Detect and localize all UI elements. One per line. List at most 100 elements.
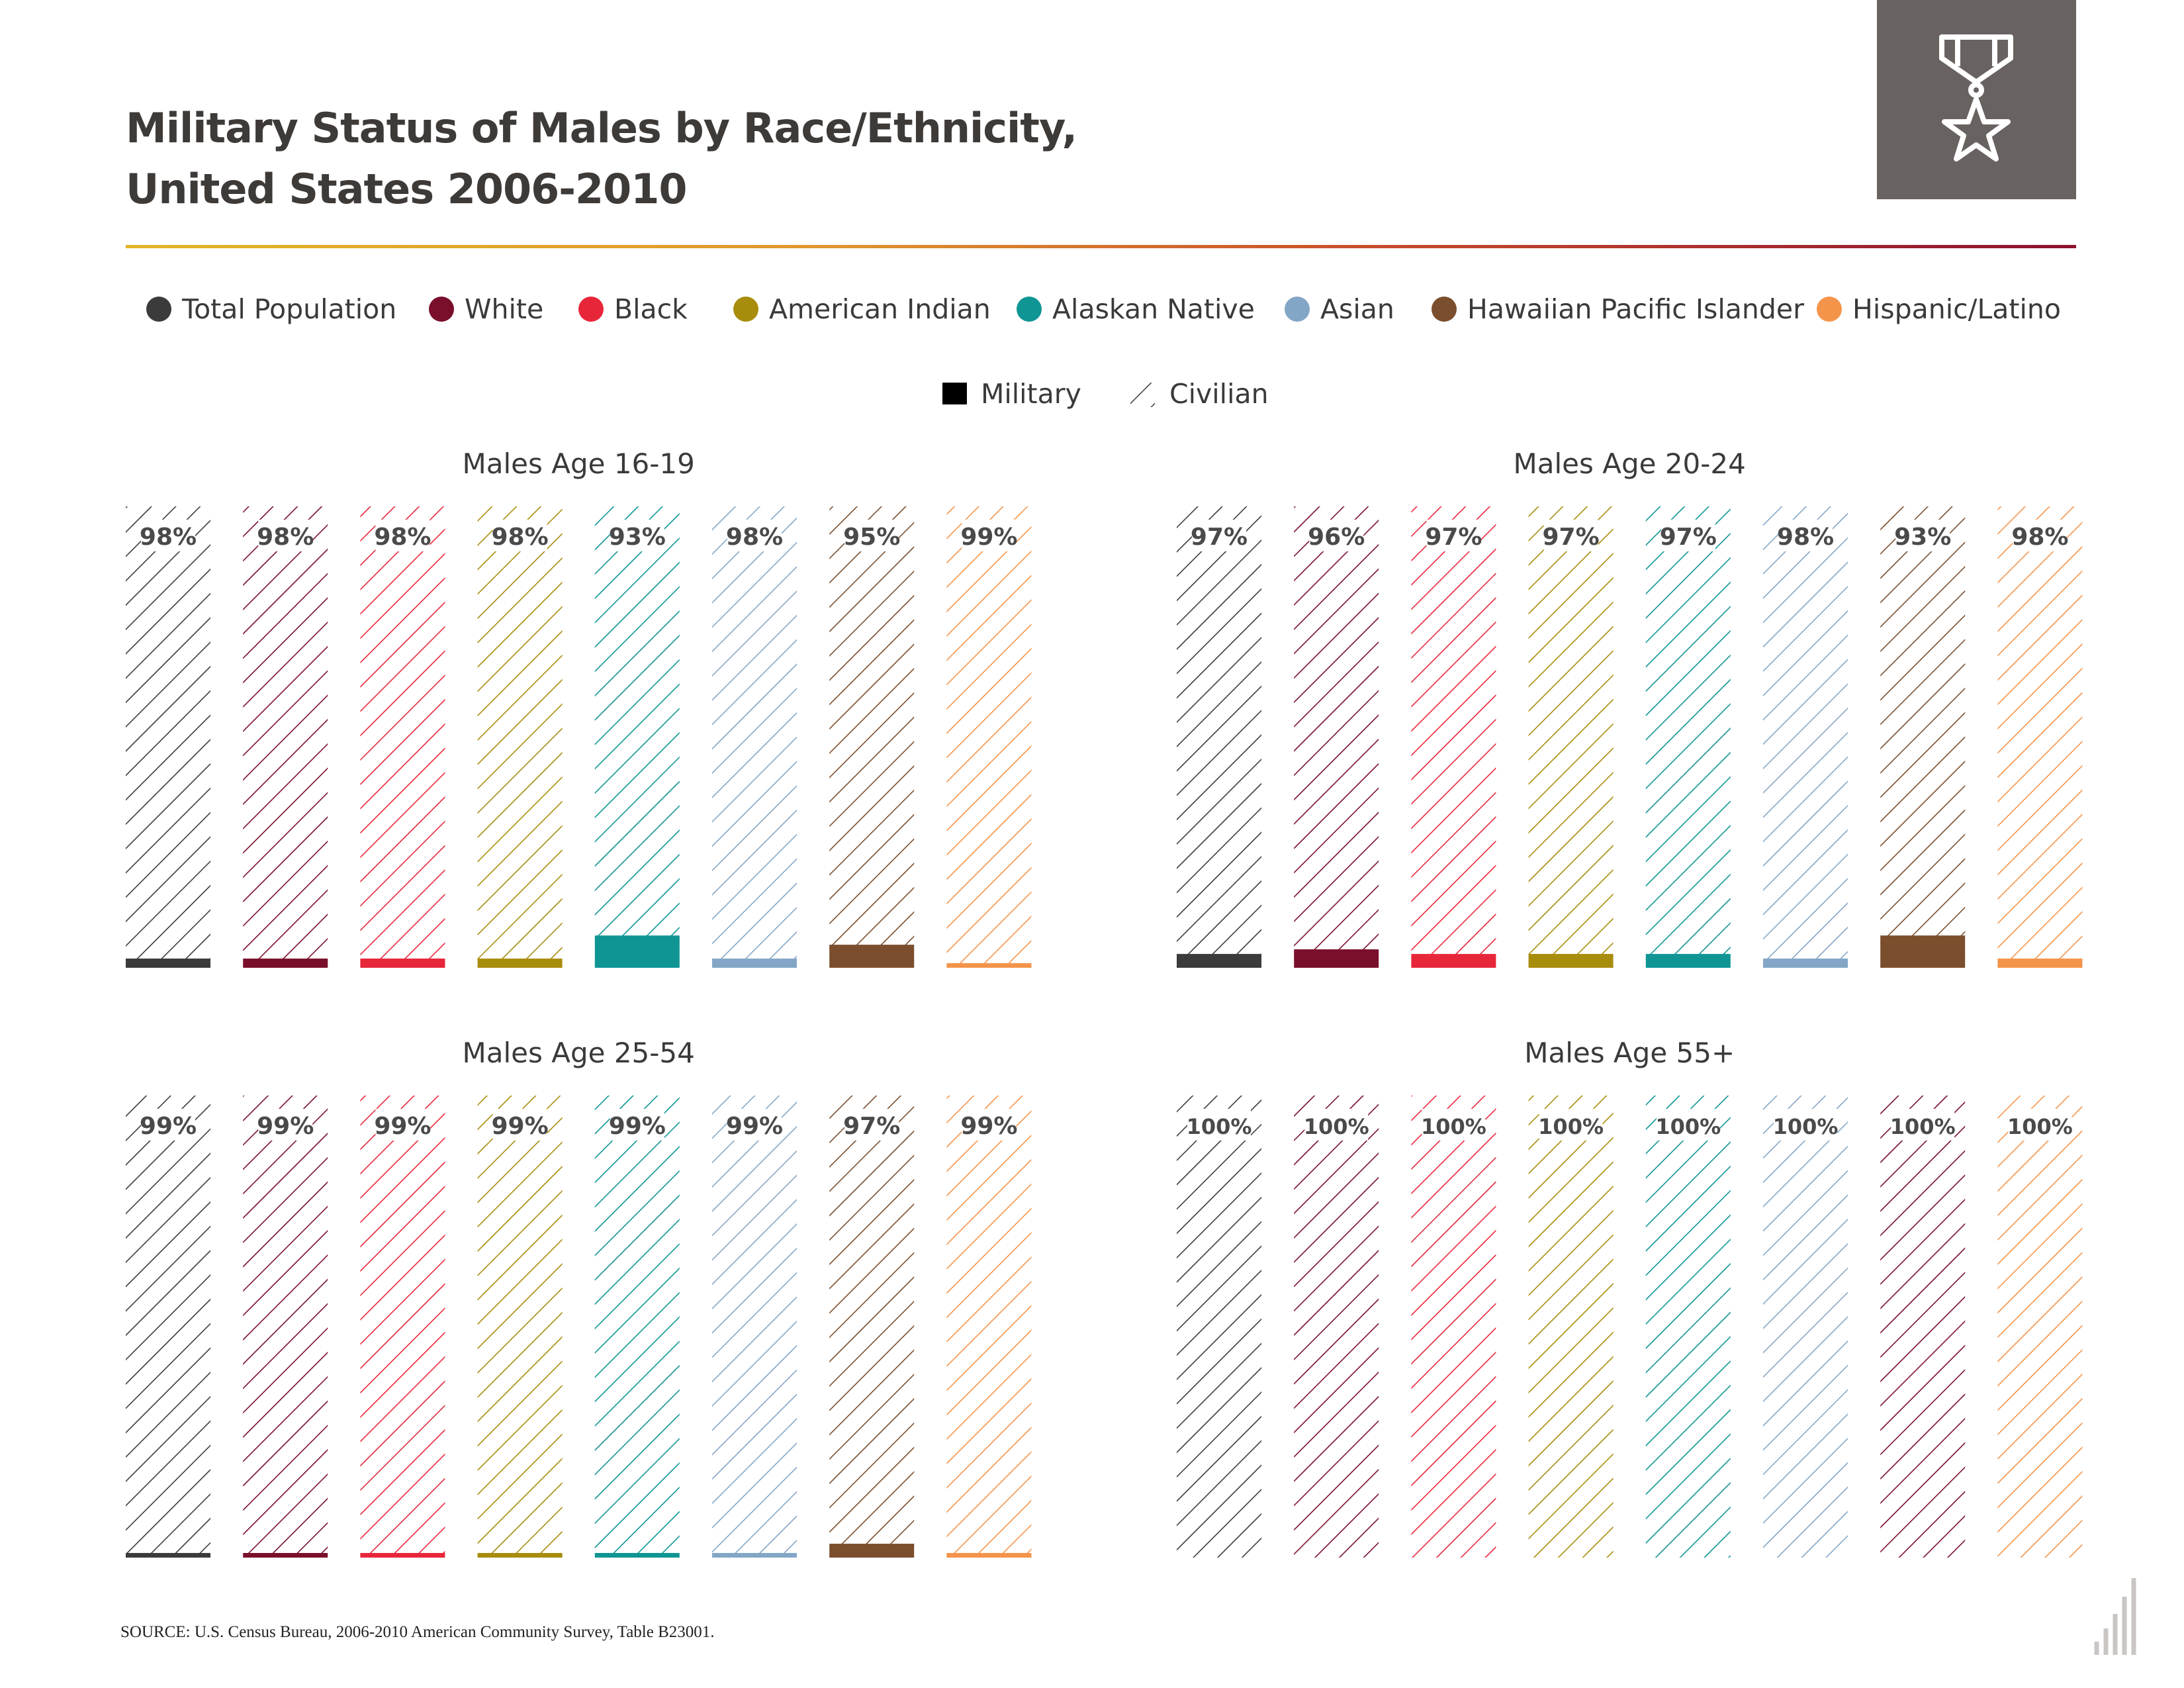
civilian-bar [1411,506,1496,968]
data-label: 93% [609,524,666,551]
data-label: 93% [1894,524,1951,551]
label-backdrop [844,520,899,551]
civilian-bar [1645,506,1731,968]
military-bar [712,959,797,968]
military-bar [1997,959,2083,968]
legend-label: Military [981,378,1081,410]
data-label: 95% [843,524,900,551]
data-label: 99% [374,1113,431,1140]
military-bar [594,935,680,968]
bar-alaskan-native: 97% [1645,506,1731,968]
legend-label: Hawaiian Pacific Islander [1467,293,1804,325]
military-bar [1411,954,1496,968]
military-bar [946,963,1032,968]
data-label: 100% [1655,1114,1721,1139]
data-label: 98% [140,524,197,551]
panel-males-age-55: Males Age 55+ 100% 100% 100% 100% 100% 100% 100… [1177,1037,2083,1558]
civilian-bar [594,1096,680,1558]
civilian-bar [829,506,915,968]
civilian-bar [946,506,1032,968]
data-label: 98% [492,524,549,551]
panel-title: Males Age 55+ [1524,1037,1735,1069]
data-label: 96% [1308,524,1365,551]
data-label: 99% [726,1113,783,1140]
label-backdrop [492,1109,547,1141]
legend-swatch [733,297,758,322]
civilian-bar [360,506,445,968]
bar-asian: 99% [712,1096,797,1558]
civilian-bar [594,506,680,968]
legend-swatch [1285,297,1310,322]
civilian-bar [712,506,797,968]
military-bar [360,1553,445,1558]
civilian-bar [1528,506,1614,968]
legend-item-white: White [429,293,543,325]
bar-white: 98% [243,506,328,968]
bar-black: 97% [1411,506,1496,968]
legend-groups: Total Population White Black American India… [146,293,2061,325]
legend-swatch [429,297,454,322]
legend-swatch [1017,297,1042,322]
data-label: 97% [1191,524,1248,551]
bar-american-indian: 98% [477,506,563,968]
bar-alaskan-native: 93% [594,506,680,968]
label-backdrop [844,1109,899,1141]
label-backdrop [1187,1109,1251,1141]
civilian-bar [1763,1096,1848,1558]
title-line-1: Military Status of Males by Race/Ethnici… [126,104,1077,152]
bar-american-indian: 97% [1528,506,1614,968]
military-bar [243,959,328,968]
legend-status: Military Civilian [942,378,1269,410]
bar-asian: 98% [712,506,797,968]
data-label: 100% [1421,1114,1486,1139]
data-label: 97% [1660,524,1717,551]
military-bar [243,1553,328,1558]
civilian-bar [126,1096,210,1558]
data-label: 98% [2011,524,2068,551]
bar-alaskan-native: 99% [594,1096,680,1558]
label-backdrop [1192,520,1246,551]
label-backdrop [2013,520,2068,551]
civilian-bar [243,506,328,968]
label-backdrop [375,1109,430,1141]
military-bar [1294,949,1379,968]
military-bar [1763,959,1848,968]
label-backdrop [1891,1109,1955,1141]
label-backdrop [727,520,782,551]
label-backdrop [727,1109,782,1141]
data-label: 100% [1773,1114,1839,1139]
panel-males-age-20-24: Males Age 20-24 97% 96% 97% 97% 97% 98% 93% 98% [1177,447,2083,968]
civilian-bar [1528,1096,1614,1558]
label-backdrop [1543,520,1598,551]
bar-hispanic-latino: 98% [1997,506,2083,968]
civilian-bar [1177,506,1261,968]
label-backdrop [258,520,313,551]
data-label: 99% [960,524,1017,551]
legend-swatch-hatched [1130,383,1155,407]
military-bar [1177,954,1261,968]
military-bar [477,959,563,968]
legend-item-hawaiian-pacific-islander: Hawaiian Pacific Islander [1432,293,1804,325]
label-backdrop [962,520,1017,551]
data-label: 100% [2007,1114,2073,1139]
legend-label: Black [614,293,688,325]
legend-item-asian: Asian [1285,293,1394,325]
civilian-bar [1997,1096,2083,1558]
bar-alaskan-native: 100% [1645,1096,1731,1558]
bar-total-population: 100% [1177,1096,1261,1558]
bar-asian: 100% [1763,1096,1848,1558]
label-backdrop [1304,1109,1369,1141]
bar-asian: 98% [1763,506,1848,968]
data-label: 99% [140,1113,197,1140]
panel-title: Males Age 20-24 [1514,447,1746,480]
civilian-bar [126,506,210,968]
medal-badge [1877,0,2076,199]
legend-item-civilian: Civilian [1130,378,1269,410]
legend-swatch [146,297,171,322]
bar-black: 100% [1411,1096,1496,1558]
bar-american-indian: 99% [477,1096,563,1558]
military-bar [829,945,915,968]
label-backdrop [1539,1109,1603,1141]
civilian-bar [1763,506,1848,968]
civilian-bar [243,1096,328,1558]
